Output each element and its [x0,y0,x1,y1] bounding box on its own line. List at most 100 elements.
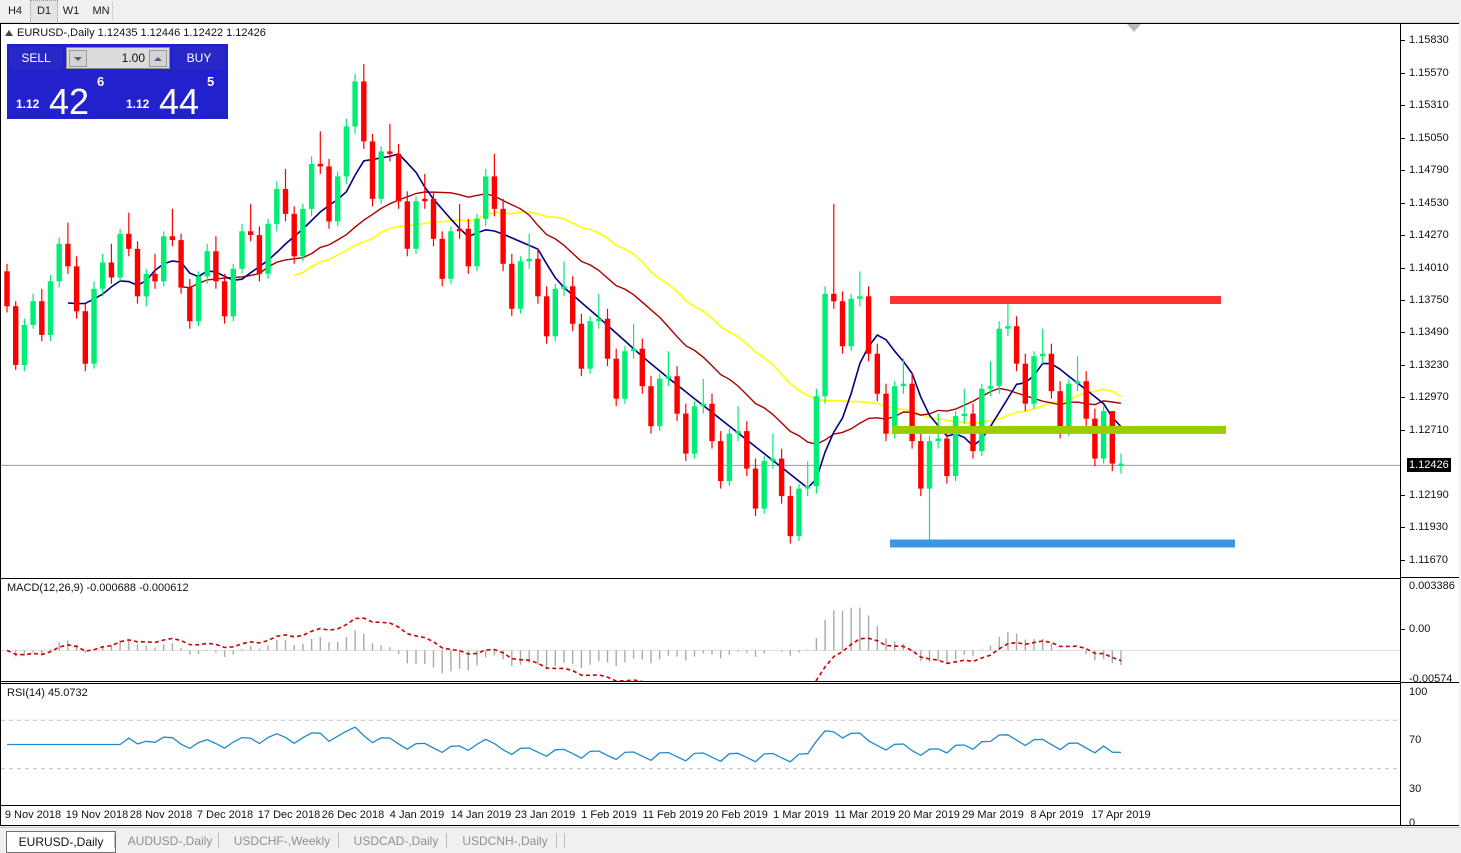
date-axis-label: 4 Jan 2019 [389,809,445,821]
price-scale-label: 1.11670 [1409,553,1448,566]
macd-scale-label: 0.003386 [1409,580,1455,592]
symbol-tab-audusd[interactable]: AUDUSD-,Daily [127,834,213,848]
symbol-tab-usdchf[interactable]: USDCHF-,Weekly [233,834,331,848]
trade-panel-top-row: SELL 1.00 BUY [8,45,227,71]
symbol-tab-usdcnh[interactable]: USDCNH-,Daily [462,834,548,848]
buy-price-main: 44 [159,81,200,117]
date-axis-label: 17 Apr 2019 [1091,809,1151,821]
symbol-tab-usdcad[interactable]: USDCAD-,Daily [353,834,439,848]
price-scale-label: 1.14530 [1409,196,1449,209]
scale-tick [1401,235,1405,237]
price-scale-label: 1.13230 [1409,358,1449,371]
scale-tick [1401,105,1405,107]
date-axis: 9 Nov 2018 19 Nov 2018 28 Nov 2018 7 Dec 20… [1,805,1400,825]
price-scale-label: 1.13490 [1409,326,1449,339]
date-axis-label: 1 Mar 2019 [773,809,829,821]
chart-frame: EURUSD-,Daily 1.12435 1.12446 1.12422 1.… [0,23,1459,829]
scale-tick [1401,494,1405,496]
timeframe-toolbar: H4 D1 W1 MN [0,0,1461,24]
level-line-resistance[interactable] [890,296,1221,304]
chevron-up-icon [154,56,162,61]
date-axis-label: 26 Dec 2018 [321,809,385,821]
chevron-down-icon [74,56,82,61]
price-scale-label: 1.12710 [1409,423,1449,436]
timeframe-tab-h4[interactable]: H4 [7,5,23,17]
scale-tick [1401,332,1405,334]
tab-separator [564,833,565,848]
scale-tick [1401,40,1405,42]
rsi-scale-label: 100 [1409,686,1428,698]
volume-decrement-button[interactable] [69,50,87,67]
date-axis-label: 23 Jan 2019 [514,809,576,821]
date-axis-label: 14 Jan 2019 [450,809,512,821]
scale-tick [1401,170,1405,172]
scale-tick [1401,559,1405,561]
macd-svg [1,607,1400,681]
price-scale-label: 1.14270 [1409,229,1449,242]
price-candles-svg [1,64,1400,548]
date-axis-label: 20 Mar 2019 [898,809,960,821]
level-line-pivot[interactable] [892,425,1226,434]
symbol-tab-eurusd[interactable]: EURUSD-,Daily [6,831,116,853]
scale-divider [1401,577,1459,578]
scale-tick [1401,202,1405,204]
price-scale-label: 1.14010 [1409,261,1449,274]
sell-price-display[interactable]: 1.12 42 6 [9,71,115,116]
rsi-scale-label: 0 [1409,817,1416,829]
rsi-label: RSI(14) 45.0732 [7,687,88,699]
date-axis-label: 9 Nov 2018 [4,809,62,821]
price-scale-label: 1.11930 [1409,521,1448,534]
timeframe-tab-mn[interactable]: MN [92,5,110,17]
triangle-up-icon [5,30,13,37]
price-scale-label: 1.15050 [1409,131,1449,144]
tab-separator [446,833,447,848]
rsi-scale-label: 30 [1409,783,1422,795]
timeframe-tab-w1[interactable]: W1 [62,5,80,17]
volume-value: 1.00 [121,51,145,65]
tab-separator [338,833,339,848]
price-chart-pane[interactable]: EURUSD-,Daily 1.12435 1.12446 1.12422 1.… [1,24,1400,576]
sell-button[interactable]: SELL [10,47,62,69]
chart-top-marker-icon [1127,24,1141,32]
price-scale-label: 1.15310 [1409,99,1449,112]
timeframe-tab-d1[interactable]: D1 [30,0,58,24]
sell-price-main: 42 [49,81,90,117]
one-click-trade-panel[interactable]: SELL 1.00 BUY 1.12 42 6 1.12 44 5 [7,44,228,119]
date-axis-label: 11 Feb 2019 [642,809,704,821]
scale-tick [1401,137,1405,139]
macd-pane[interactable]: MACD(12,26,9) -0.000688 -0.000612 [1,578,1400,682]
buy-price-fraction: 5 [207,74,215,89]
scale-tick [1401,364,1405,366]
level-line-support[interactable] [890,539,1235,548]
price-scale-label: 1.12970 [1409,391,1449,404]
scale-tick [1401,397,1405,399]
date-axis-label: 8 Apr 2019 [1030,809,1084,821]
buy-price-prefix: 1.12 [126,97,150,111]
price-scale-label: 1.15570 [1409,66,1449,79]
volume-input[interactable]: 1.00 [66,47,170,69]
buy-button[interactable]: BUY [173,47,225,69]
date-axis-label: 7 Dec 2018 [196,809,254,821]
buy-price-display[interactable]: 1.12 44 5 [119,71,225,116]
price-scale-label: 1.15830 [1409,34,1449,47]
scale-divider [1401,682,1459,683]
scale-tick [1401,429,1405,431]
scale-tick [1401,267,1405,269]
rsi-svg [1,719,1400,770]
volume-increment-button[interactable] [149,50,167,67]
rsi-pane[interactable]: RSI(14) 45.0732 [1,683,1400,805]
date-axis-label: 29 Mar 2019 [962,809,1024,821]
macd-scale-label: -0.00574 [1409,673,1453,685]
price-scale[interactable]: 1.15830 1.15570 1.15310 1.15050 1.14790 1.145… [1400,24,1459,829]
symbol-tab-bar: EURUSD-,Daily AUDUSD-,Daily USDCHF-,Weekly… [0,827,1461,853]
tab-separator [556,833,557,848]
date-axis-label: 17 Dec 2018 [257,809,321,821]
sell-price-fraction: 6 [97,74,105,89]
scale-tick [1401,629,1405,630]
tab-separator [218,833,219,848]
macd-scale-label: 0.00 [1409,623,1431,635]
macd-label: MACD(12,26,9) -0.000688 -0.000612 [7,582,189,594]
date-axis-label: 19 Nov 2018 [65,809,129,821]
date-axis-label: 1 Feb 2019 [581,809,637,821]
